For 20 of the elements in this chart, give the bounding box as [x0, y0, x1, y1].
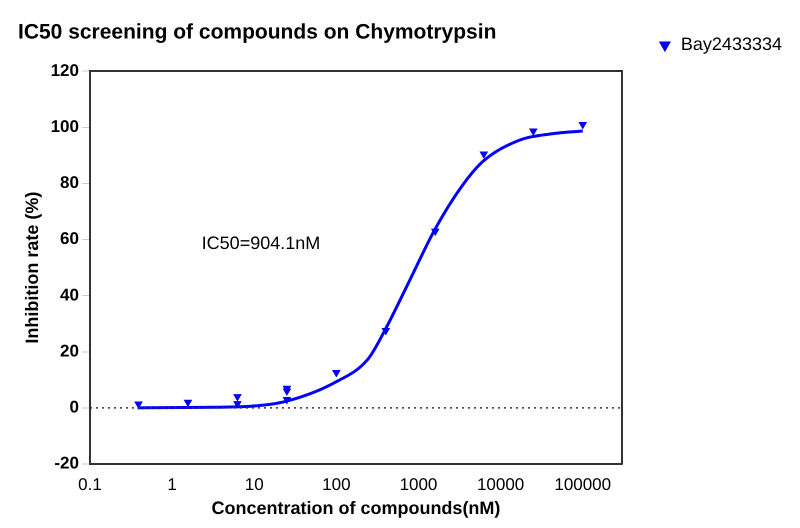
y-tick-label: 20 [60, 341, 79, 360]
x-tick-label: 1000 [400, 474, 438, 494]
x-axis-title: Concentration of compounds(nM) [211, 498, 500, 518]
y-tick-label: -20 [54, 454, 79, 473]
y-tick-label: 120 [50, 60, 79, 80]
y-tick-label: 40 [60, 285, 79, 304]
chart-title: IC50 screening of compounds on Chymotrypsin [18, 20, 496, 44]
y-tick-label: 60 [60, 229, 79, 248]
legend-label: Bay2433334 [680, 34, 782, 54]
y-tick-label: 80 [60, 173, 79, 192]
x-tick-label: 100 [322, 474, 351, 494]
x-tick-label: 0.1 [78, 474, 102, 494]
x-tick-label: 10 [244, 474, 264, 494]
y-axis-title: Inhibition rate (%) [22, 192, 42, 344]
annotation: IC50=904.1nM [202, 233, 320, 253]
y-tick-label: 100 [50, 117, 79, 136]
y-tick-label: 0 [69, 398, 79, 417]
x-tick-label: 10000 [476, 474, 524, 494]
x-tick-label: 100000 [554, 474, 612, 494]
x-tick-label: 1 [167, 474, 177, 494]
